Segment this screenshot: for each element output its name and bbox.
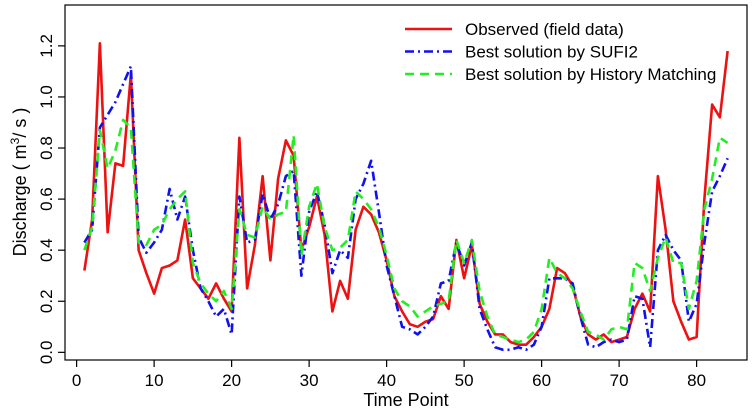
y-tick-label: 0.6	[37, 187, 56, 211]
x-tick-label: 80	[687, 371, 706, 390]
x-tick-label: 30	[300, 371, 319, 390]
y-tick-label: 1.0	[37, 85, 56, 109]
x-tick-label: 10	[145, 371, 164, 390]
y-axis-title-suffix: / s )	[10, 108, 30, 138]
y-tick-label: 0.2	[37, 289, 56, 313]
x-axis-title: Time Point	[363, 390, 448, 410]
x-tick-label: 60	[532, 371, 551, 390]
series-layer	[83, 42, 729, 352]
x-tick-label: 70	[610, 371, 629, 390]
x-tick-label: 50	[455, 371, 474, 390]
y-tick-label: 0.8	[37, 136, 56, 160]
legend-label-0: Observed (field data)	[465, 20, 624, 39]
legend-label-1: Best solution by SUFI2	[465, 43, 638, 62]
x-tick-label: 20	[222, 371, 241, 390]
y-tick-label: 1.2	[37, 34, 56, 58]
legend: Observed (field data) Best solution by SU…	[405, 20, 716, 84]
y-axis-title-prefix: Discharge ( m	[10, 144, 30, 256]
x-tick-label: 0	[72, 371, 81, 390]
axis-ticks: 0 10 20 30 40 50 60 70 80 0.0 0.2 0.4 0.6 0.8 1.0 1.2	[37, 34, 706, 390]
legend-label-2: Best solution by History Matching	[465, 65, 716, 84]
x-tick-label: 40	[377, 371, 396, 390]
plot-frame	[64, 4, 748, 361]
y-tick-label: 0.4	[37, 238, 56, 262]
series-line-2	[83, 118, 729, 344]
series-line-1	[83, 64, 729, 352]
y-axis-title-superscript: 3	[8, 137, 22, 144]
y-axis-title: Discharge ( m3/ s )	[8, 108, 30, 257]
y-tick-label: 0.0	[37, 341, 56, 365]
series-line-0	[83, 42, 729, 346]
